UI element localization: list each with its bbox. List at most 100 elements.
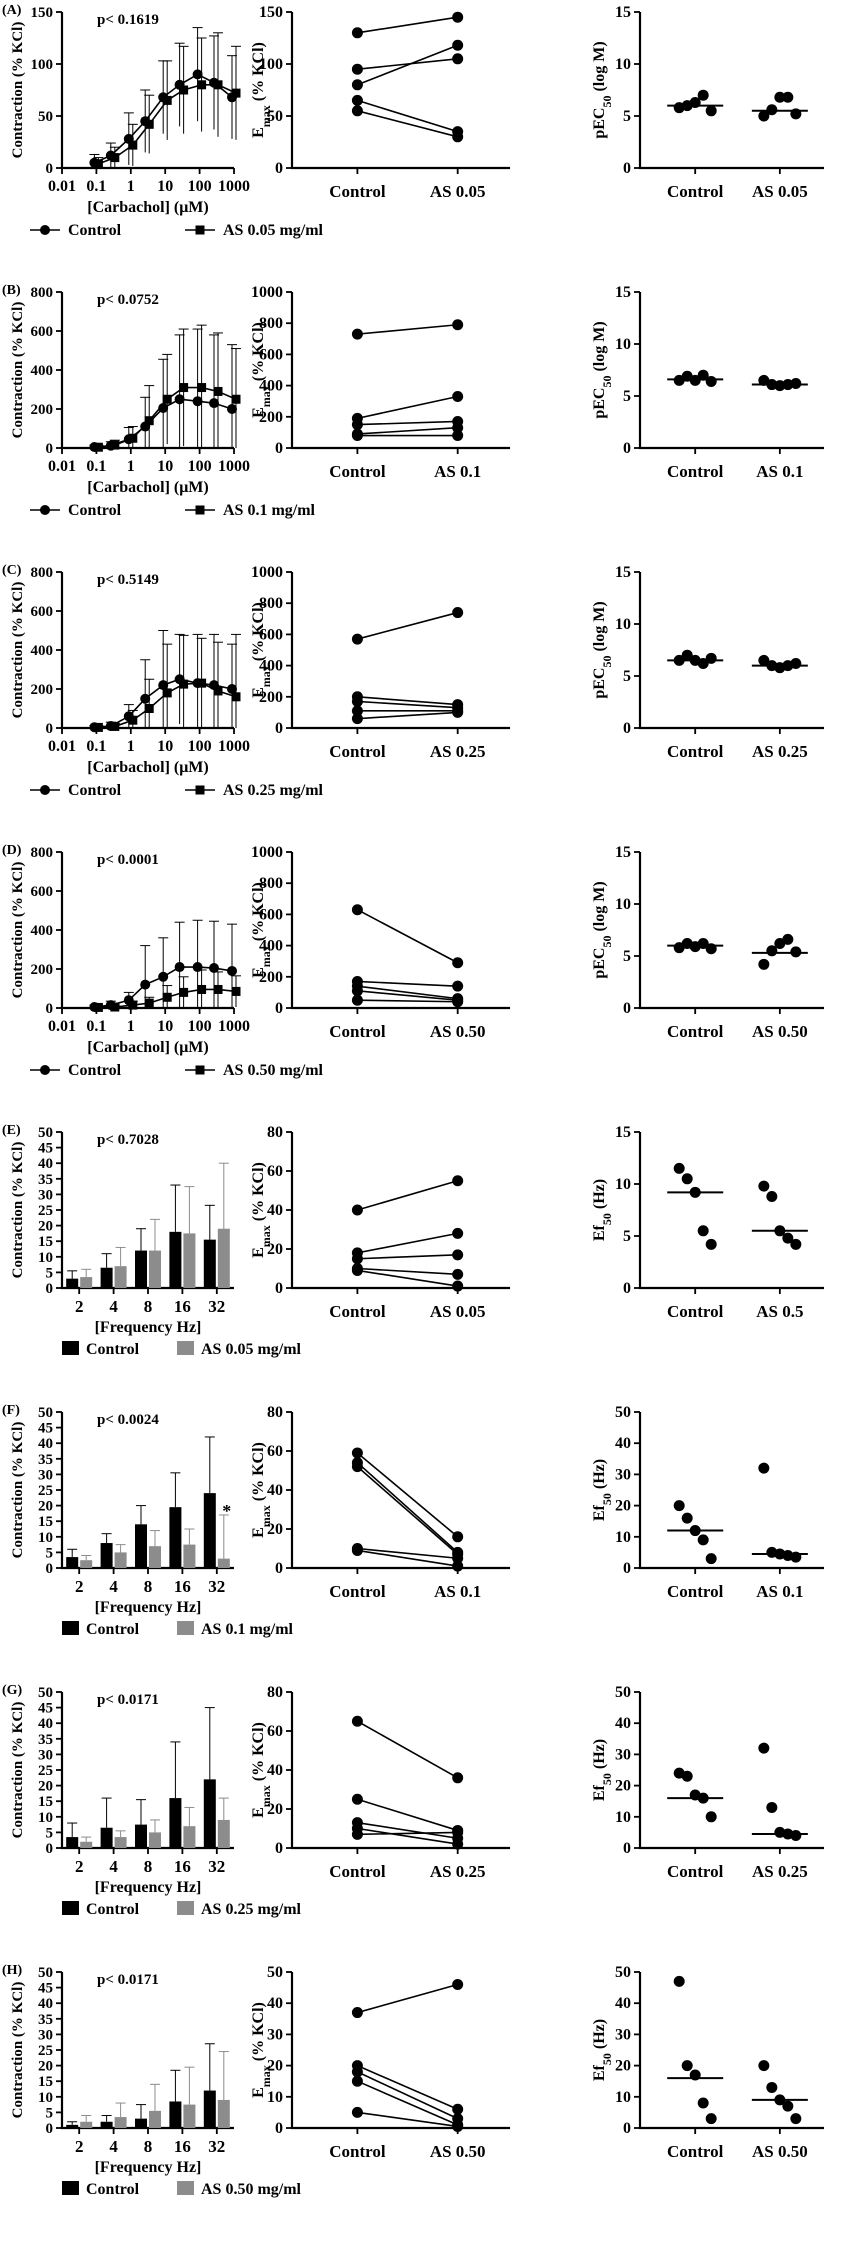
paired-line xyxy=(357,980,458,987)
axes xyxy=(638,12,824,170)
legend-marker xyxy=(195,1065,205,1075)
data-point xyxy=(766,2081,778,2093)
bar xyxy=(169,1798,182,1848)
y-tick-label: 15 xyxy=(615,844,631,861)
data-point xyxy=(697,2097,709,2109)
bar xyxy=(100,1543,113,1568)
x-tick-label: 10 xyxy=(157,738,173,755)
axes xyxy=(290,12,510,170)
y-axis-title: Emax (% KCl) xyxy=(250,42,273,138)
data-point xyxy=(681,1512,693,1524)
data-point xyxy=(681,649,693,661)
paired-line xyxy=(357,611,458,640)
y-tick-label: 45 xyxy=(38,1701,53,1717)
y-tick-label: 600 xyxy=(259,346,283,363)
y-tick-label: 0 xyxy=(623,1560,631,1577)
data-point xyxy=(766,1190,778,1202)
y-tick-label: 5 xyxy=(623,388,631,405)
y-tick-label: 20 xyxy=(38,1219,53,1235)
data-point xyxy=(452,1772,464,1784)
legend-label: AS 0.1 mg/ml xyxy=(223,502,316,519)
data-point xyxy=(179,987,189,997)
bar xyxy=(149,1250,161,1288)
bar xyxy=(203,1239,216,1288)
bar xyxy=(66,2124,79,2128)
data-point xyxy=(351,985,363,997)
y-tick-label: 10 xyxy=(615,616,631,633)
data-point xyxy=(197,80,207,90)
y-axis-title: pEC50 (log M) xyxy=(591,321,614,418)
y-tick-label: 10 xyxy=(615,1529,631,1546)
y-axis-title: Emax (% KCl) xyxy=(250,1722,273,1818)
y-tick-label: 5 xyxy=(623,1228,631,1245)
x-tick-label: AS 0.05 xyxy=(752,182,808,201)
y-axis-title: Ef50 (Hz) xyxy=(591,1739,614,1801)
legend-swatch xyxy=(62,1901,79,1915)
data-point xyxy=(452,1280,464,1292)
panel-label: (F) xyxy=(2,1403,20,1418)
paired-line xyxy=(357,1232,458,1254)
x-tick-label: Control xyxy=(329,1302,386,1321)
data-point xyxy=(452,1249,464,1261)
y-tick-label: 0 xyxy=(46,721,54,737)
legend-marker xyxy=(195,785,205,795)
data-point xyxy=(227,965,237,976)
y-tick-label: 0 xyxy=(275,1840,283,1857)
y-tick-label: 45 xyxy=(38,1981,53,1997)
data-point xyxy=(452,996,464,1008)
y-tick-label: 200 xyxy=(31,962,54,978)
y-tick-label: 100 xyxy=(31,57,54,73)
paired-line xyxy=(357,1267,458,1276)
data-point xyxy=(766,1801,778,1813)
legend-label: AS 0.50 mg/ml xyxy=(223,1062,324,1079)
y-tick-label: 30 xyxy=(267,2026,283,2043)
bar xyxy=(66,1557,79,1568)
data-point xyxy=(452,957,464,969)
x-axis-title: [Frequency Hz] xyxy=(95,2159,202,2176)
x-tick-label: 1000 xyxy=(218,1018,250,1035)
y-tick-label: 100 xyxy=(259,56,283,73)
bar xyxy=(217,1228,230,1288)
bar xyxy=(114,1552,127,1568)
data-point xyxy=(110,721,120,731)
x-tick-label: 16 xyxy=(174,1577,191,1596)
x-tick-label: AS 0.5 xyxy=(756,1302,803,1321)
data-point xyxy=(231,88,241,98)
y-tick-label: 800 xyxy=(31,845,54,861)
data-point xyxy=(128,433,138,443)
data-point xyxy=(179,679,189,689)
bar xyxy=(183,1826,196,1848)
data-point xyxy=(782,933,794,945)
data-point xyxy=(452,430,464,442)
x-tick-label: 1 xyxy=(127,738,135,755)
x-axis-title: [Frequency Hz] xyxy=(95,1879,202,1896)
bar xyxy=(100,2121,113,2128)
data-point xyxy=(697,369,709,381)
y-axis-title: Emax (% KCl) xyxy=(250,2002,273,2098)
data-point xyxy=(144,416,154,426)
bar xyxy=(114,1266,127,1288)
data-point xyxy=(93,442,103,452)
bar xyxy=(80,1277,93,1288)
legend-marker xyxy=(40,1065,50,1075)
x-tick-label: 8 xyxy=(144,1577,153,1596)
x-tick-label: 2 xyxy=(75,1577,84,1596)
x-tick-label: 16 xyxy=(174,2137,191,2156)
x-tick-label: Control xyxy=(329,462,386,481)
bar xyxy=(135,1824,147,1848)
legend-label: AS 0.25 mg/ml xyxy=(223,782,324,799)
y-tick-label: 40 xyxy=(267,1202,283,1219)
y-tick-label: 0 xyxy=(275,1000,283,1017)
y-tick-label: 400 xyxy=(31,643,54,659)
data-point xyxy=(192,69,203,80)
data-point xyxy=(705,1811,717,1823)
paired-line xyxy=(357,711,458,720)
y-tick-label: 0 xyxy=(46,1001,54,1017)
x-axis-title: [Carbachol] (μM) xyxy=(87,199,208,216)
y-tick-label: 10 xyxy=(38,1810,53,1826)
x-tick-label: Control xyxy=(667,182,724,201)
paired-line xyxy=(357,1254,458,1260)
y-tick-label: 1000 xyxy=(251,844,283,861)
data-point xyxy=(110,1002,120,1012)
